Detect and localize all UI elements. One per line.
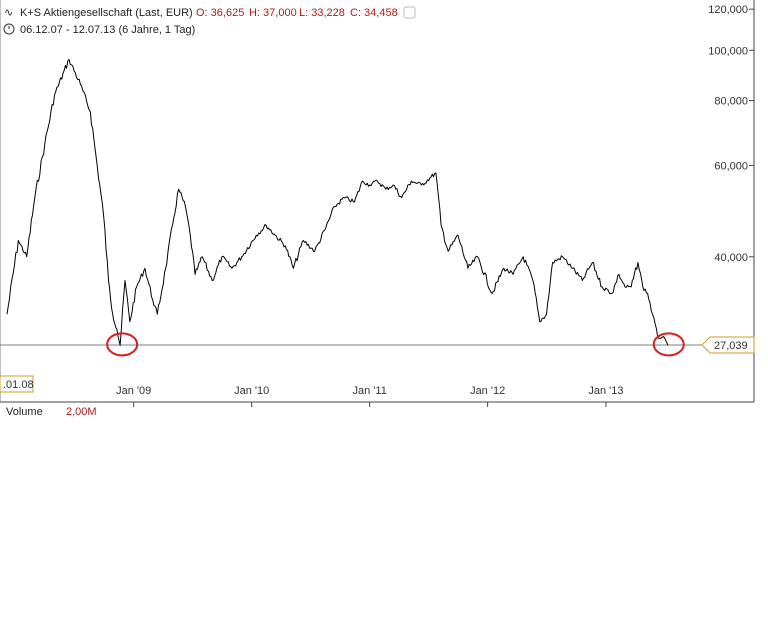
volume-value: 2,00M: [66, 406, 97, 418]
y-tick-label: 100,000: [708, 45, 748, 57]
volume-header: Volume 2,00M: [6, 406, 97, 418]
y-tick-label: 60,000: [714, 160, 748, 172]
chart-type-icon[interactable]: ∿: [4, 7, 13, 19]
x-tick-label: Jan '13: [588, 385, 623, 397]
date-label-text: .01.08: [3, 379, 34, 391]
x-tick-label: Jan '09: [116, 385, 151, 397]
crosshair-date-label: .01.08: [0, 375, 34, 393]
x-tick-label: Jan '12: [470, 385, 505, 397]
y-tick-label: 120,000: [708, 4, 748, 16]
date-label-box: [0, 375, 34, 393]
settings-icon[interactable]: [403, 6, 416, 19]
clock-icon: [3, 23, 15, 35]
high-value: H: 37,000: [249, 7, 297, 19]
x-axis: Jan '09 Jan '10 Jan '11 Jan '12 Jan '13: [116, 385, 624, 407]
x-tick-label: Jan '10: [234, 385, 269, 397]
price-label-box: [701, 336, 755, 354]
price-label-text: 27,039: [714, 340, 748, 352]
highlighted-lows: [106, 332, 685, 357]
y-tick-label: 80,000: [714, 96, 748, 108]
low-highlight-circle: [652, 332, 685, 357]
x-tick-label: Jan '11: [353, 385, 387, 397]
open-value: O: 36,625: [196, 7, 244, 19]
low-highlight-circle: [106, 332, 139, 357]
y-tick-label: 40,000: [714, 252, 748, 264]
price-series-line: [6, 59, 669, 346]
low-value: L: 33,228: [299, 7, 345, 19]
y-axis: 40,000 60,000 80,000 100,000 120,000: [708, 4, 754, 264]
instrument-title: K+S Aktiengesellschaft (Last, EUR): [20, 7, 193, 19]
chart-header: ∿ K+S Aktiengesellschaft (Last, EUR) O: …: [3, 6, 416, 36]
volume-label: Volume: [6, 406, 43, 418]
crosshair-price-label: 27,039: [701, 336, 755, 354]
date-range: 06.12.07 - 12.07.13 (6 Jahre, 1 Tag): [20, 24, 195, 36]
close-value: C: 34,458: [350, 7, 398, 19]
